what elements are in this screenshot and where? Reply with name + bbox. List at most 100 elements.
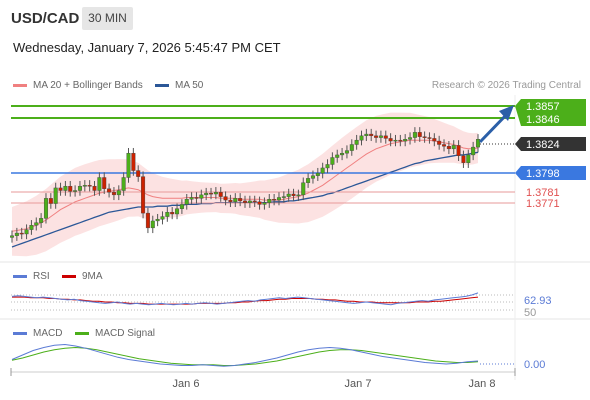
legend-rsi: RSI (13, 271, 50, 282)
candle-body (335, 154, 340, 158)
candle-body (281, 196, 286, 198)
macd-swatch (13, 332, 27, 335)
ma50-legend-label: MA 50 (175, 80, 204, 91)
candle-body (107, 188, 112, 193)
x-tick-jan6: Jan 6 (173, 378, 200, 390)
rsi-mid-label: 50 (524, 307, 536, 319)
ma50-swatch (155, 84, 169, 87)
candle-body (310, 175, 315, 179)
candle-body (136, 170, 141, 177)
candle-body (179, 204, 184, 209)
candle-body (422, 136, 427, 138)
candle-body (97, 177, 102, 191)
candle-body (116, 190, 121, 196)
candle-body (451, 145, 456, 150)
candle-body (111, 192, 116, 196)
candle-body (102, 177, 107, 189)
candle-body (121, 177, 126, 191)
rsi-panel (11, 292, 515, 311)
candle-body (29, 225, 34, 230)
legend-macd-signal: MACD Signal (75, 328, 155, 339)
target-low-label: 1.3846 (526, 114, 560, 126)
candle-body (63, 185, 68, 191)
candle-body (204, 192, 209, 196)
macd-value-label: 0.00 (524, 359, 545, 371)
candle-body (383, 135, 388, 139)
last-price-tag: 1.3824 (515, 137, 586, 151)
candle-body (344, 150, 349, 154)
legend-rsi-ma: 9MA (62, 271, 103, 282)
candle-body (9, 235, 14, 238)
pivot-label: 1.3798 (526, 168, 560, 180)
macd-signal-swatch (75, 332, 89, 335)
bollinger-bands (12, 112, 478, 257)
pivot-tag: 1.3798 (515, 166, 586, 180)
x-tick-jan7: Jan 7 (345, 378, 372, 390)
candle-body (320, 167, 325, 174)
candle-body (374, 135, 379, 138)
candle-body (412, 132, 417, 138)
candle-body (92, 185, 97, 191)
candle-body (262, 202, 267, 205)
candle-body (252, 200, 257, 203)
candle-body (291, 193, 296, 196)
rsi-ma-legend-label: 9MA (82, 271, 103, 282)
candle-body (194, 197, 199, 199)
support1-label: 1.3781 (526, 187, 560, 199)
candle-body (34, 222, 39, 226)
candle-body (82, 185, 87, 187)
candle-body (247, 200, 252, 203)
candle-body (315, 172, 320, 176)
candle-body (427, 137, 432, 139)
candle-body (272, 199, 277, 201)
candle-body (58, 187, 63, 191)
macd-signal-legend-label: MACD Signal (95, 328, 156, 339)
candle-body (145, 212, 150, 229)
rsi-swatch (13, 275, 27, 278)
candle-body (218, 192, 223, 197)
support2-label: 1.3771 (526, 198, 560, 210)
candle-body (461, 155, 466, 163)
candle-body (364, 133, 369, 137)
x-tick-jan8: Jan 8 (469, 378, 496, 390)
trend-arrow-head (499, 105, 514, 121)
candle-body (209, 192, 214, 195)
bollinger-band-area (12, 112, 478, 257)
candle-body (432, 138, 437, 142)
trend-arrow-shaft (478, 110, 511, 144)
candle-body (68, 185, 73, 192)
candle-body (233, 198, 238, 203)
candle-body (53, 187, 58, 204)
candle-body (276, 197, 281, 201)
timeframe-button[interactable]: 30 MIN (82, 7, 133, 30)
ma20-legend-label: MA 20 + Bollinger Bands (33, 80, 143, 91)
candle-body (160, 216, 165, 220)
candle-body (403, 139, 408, 142)
ma20-swatch (13, 84, 27, 87)
rsi-line (11, 292, 479, 306)
candle-body (417, 132, 422, 137)
candle-body (43, 198, 48, 219)
candle-body (170, 212, 175, 215)
candle-body (14, 232, 19, 236)
candle-body (165, 212, 170, 217)
candle-body (39, 218, 44, 223)
candle-body (340, 152, 345, 156)
candle-body (257, 201, 262, 205)
candle-body (77, 185, 82, 191)
target-high-label: 1.3857 (526, 101, 560, 113)
rsi-value-label: 62.93 (524, 295, 552, 307)
candle-body (437, 140, 442, 145)
legend-ma50: MA 50 (155, 80, 203, 91)
candle-body (126, 152, 131, 178)
candle-body (446, 146, 451, 150)
candle-body (369, 133, 374, 137)
candle-body (349, 144, 354, 151)
candle-body (398, 139, 403, 142)
candle-body (442, 144, 447, 147)
candle-body (131, 152, 136, 171)
candle-body (213, 192, 218, 195)
candle-body (73, 190, 78, 192)
